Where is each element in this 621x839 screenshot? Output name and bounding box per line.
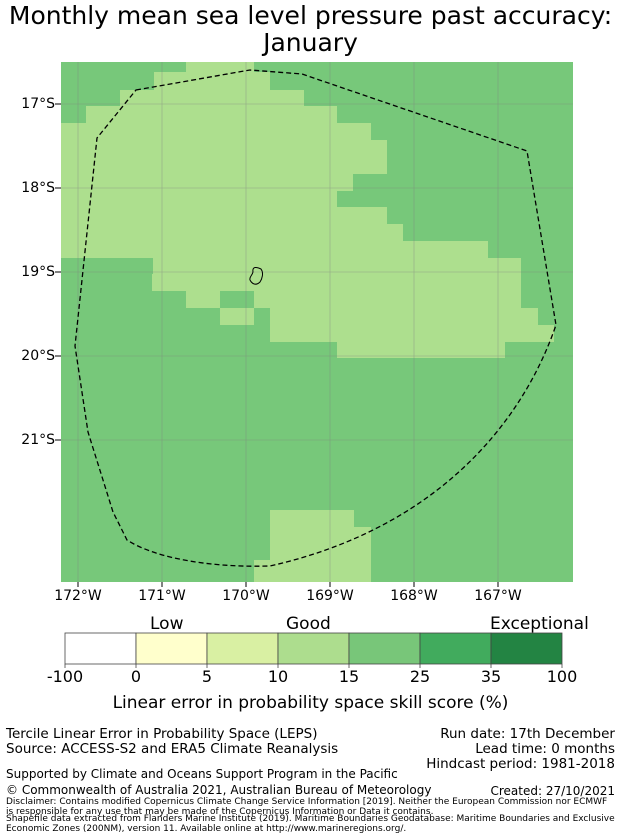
colorbar-label: Linear error in probability space skill …: [112, 693, 509, 713]
colorbar-tick: 0: [130, 667, 142, 686]
colorbar-category-exceptional: Exceptional: [490, 614, 589, 634]
colorbar-segment: [490, 632, 563, 665]
colorbar-tick: 10: [267, 667, 289, 686]
lat-label: 18°S: [21, 180, 55, 196]
eez-boundary: [74, 69, 557, 567]
gridlines: [61, 62, 573, 582]
colorbar-segment: [206, 632, 279, 665]
created-date: Created: 27/10/2021: [490, 784, 615, 798]
colorbar-segment: [348, 632, 421, 665]
niue-island: [249, 266, 264, 285]
lat-label: 20°S: [21, 348, 55, 364]
shapefile-text: Shapefile data extracted from Flanders M…: [6, 814, 615, 834]
lat-label: 19°S: [21, 264, 55, 280]
colorbar-category-good: Good: [286, 614, 331, 634]
colorbar-tick: 5: [201, 667, 213, 686]
lon-label: 172°W: [54, 588, 102, 604]
colorbar-tick: 35: [480, 667, 502, 686]
colorbar-category-low: Low: [150, 614, 184, 634]
method-text: Tercile Linear Error in Probability Spac…: [6, 726, 318, 742]
lead-time: Lead time: 0 months: [475, 741, 615, 757]
colorbar: [64, 632, 563, 668]
disclaimer-text: Disclaimer: Contains modified Copernicus…: [6, 797, 608, 817]
lat-label: 21°S: [21, 432, 55, 448]
chart-title-line2: January: [263, 28, 358, 57]
lon-label: 167°W: [474, 588, 522, 604]
chart-title-line1: Monthly mean sea level pressure past acc…: [8, 1, 613, 30]
colorbar-tick: -100: [46, 667, 84, 686]
colorbar-tick: 15: [338, 667, 360, 686]
lat-label: 17°S: [21, 96, 55, 112]
colorbar-tick: 100: [546, 667, 578, 686]
colorbar-segment: [64, 632, 137, 665]
lon-label: 171°W: [138, 588, 186, 604]
hindcast-period: Hindcast period: 1981-2018: [426, 756, 615, 772]
colorbar-segment: [135, 632, 208, 665]
lon-label: 170°W: [222, 588, 270, 604]
run-date: Run date: 17th December: [440, 726, 615, 742]
colorbar-segment: [419, 632, 492, 665]
copyright-text: © Commonwealth of Australia 2021, Austra…: [6, 783, 432, 797]
lon-label: 169°W: [306, 588, 354, 604]
supported-text: Supported by Climate and Oceans Support …: [6, 767, 398, 781]
lon-label: 168°W: [390, 588, 438, 604]
source-text: Source: ACCESS-S2 and ERA5 Climate Reana…: [6, 741, 339, 757]
light-skill-region: [61, 62, 554, 582]
colorbar-segment: [277, 632, 350, 665]
colorbar-tick: 25: [409, 667, 431, 686]
